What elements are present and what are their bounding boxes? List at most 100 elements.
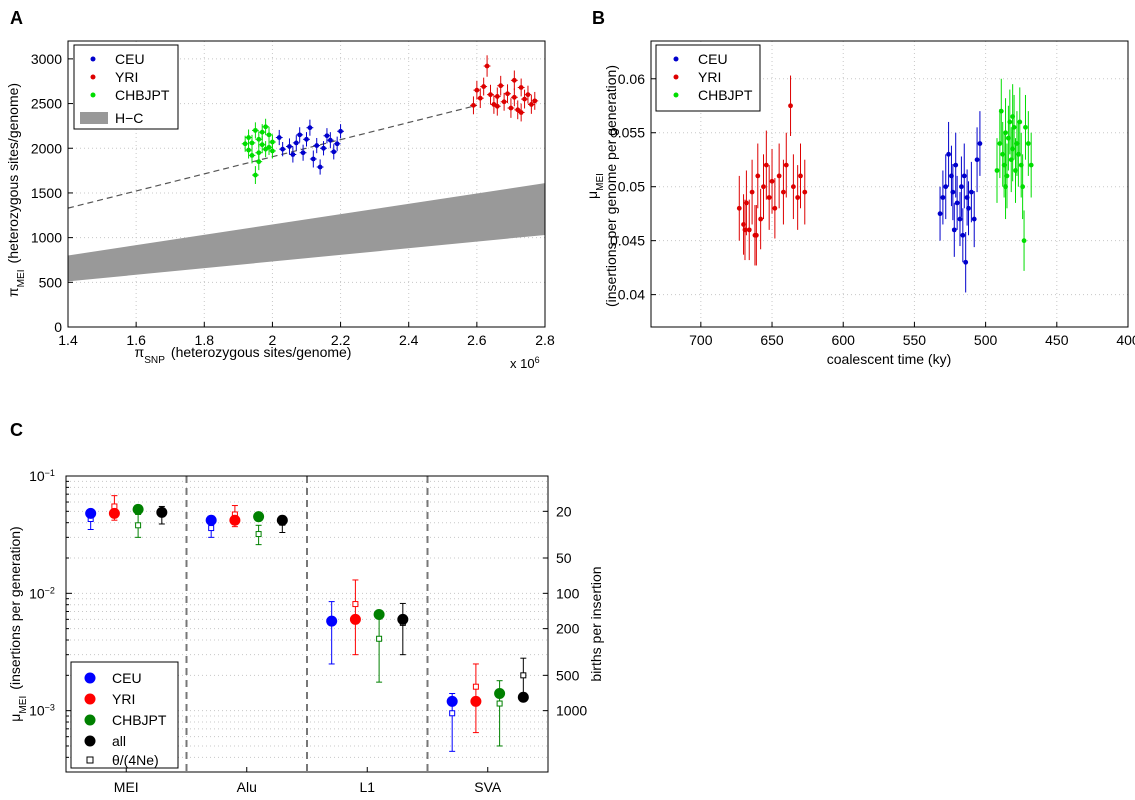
point-chbjpt bbox=[494, 688, 506, 700]
point-yri bbox=[518, 110, 524, 115]
legend-marker-a bbox=[90, 56, 96, 62]
legend-marker-b bbox=[673, 92, 679, 98]
point-ceu bbox=[971, 216, 977, 222]
x-multiplier-a: x 106 bbox=[510, 355, 540, 371]
point-yri bbox=[470, 695, 482, 707]
point-yri bbox=[532, 98, 538, 104]
legend-label-b: CEU bbox=[698, 51, 728, 67]
y-axis-label-b: μMEI bbox=[584, 173, 606, 199]
point-chbjpt bbox=[270, 139, 275, 145]
point-ceu bbox=[331, 149, 337, 155]
point-ceu bbox=[957, 216, 963, 222]
legend-marker-a bbox=[90, 74, 96, 80]
ytick-label-b: 0.04 bbox=[618, 287, 645, 303]
point-ceu bbox=[321, 145, 326, 151]
legend-marker-c bbox=[84, 672, 96, 684]
point-yri bbox=[508, 105, 514, 111]
point-yri bbox=[766, 195, 772, 200]
theta-square-chbjpt bbox=[255, 531, 262, 538]
xtick-label-b: 400 bbox=[1116, 332, 1135, 348]
legend-marker-c bbox=[84, 693, 96, 705]
legend-marker-a bbox=[90, 92, 96, 98]
legend-a: CEU YRI CHBJPT H−C bbox=[73, 44, 179, 130]
point-chbjpt bbox=[256, 136, 262, 142]
point-chbjpt bbox=[1017, 119, 1023, 125]
point-yri bbox=[505, 91, 510, 97]
theta-square-chbjpt bbox=[496, 700, 503, 707]
theta-square-yri bbox=[472, 683, 479, 690]
point-yri bbox=[229, 514, 241, 526]
panel-b-chart: 700 650 600 550 500 450 400 0.04 0.045 0.05 0.055 0… bbox=[584, 40, 1135, 367]
point-chbjpt bbox=[246, 147, 251, 153]
ytick-label-c: 10−2 bbox=[29, 585, 55, 601]
point-chbjpt bbox=[252, 127, 258, 133]
xtick-label-a: 1.6 bbox=[126, 332, 146, 348]
point-chbjpt bbox=[1025, 141, 1031, 146]
point-yri bbox=[525, 92, 531, 98]
theta-square-all bbox=[520, 672, 527, 679]
point-yri bbox=[511, 94, 517, 100]
legend-band-swatch bbox=[80, 112, 108, 124]
point-yri bbox=[783, 162, 789, 168]
point-ceu bbox=[446, 695, 458, 707]
point-chbjpt bbox=[270, 148, 275, 154]
point-chbjpt bbox=[373, 608, 385, 620]
point-ceu bbox=[946, 151, 951, 157]
legend-label-c: CEU bbox=[112, 670, 142, 686]
point-ceu bbox=[307, 125, 313, 131]
legend-label-b: YRI bbox=[698, 69, 721, 85]
legend-label-b: CHBJPT bbox=[698, 87, 753, 103]
point-chbjpt bbox=[263, 124, 269, 130]
point-chbjpt bbox=[266, 132, 272, 138]
point-ceu bbox=[943, 184, 949, 190]
point-ceu bbox=[940, 195, 946, 200]
point-ceu bbox=[974, 157, 980, 163]
ytick-label-c: 10−3 bbox=[29, 703, 55, 719]
point-yri bbox=[481, 84, 487, 89]
point-chbjpt bbox=[246, 135, 251, 140]
point-ceu bbox=[966, 205, 971, 211]
y2tick-label-c: 100 bbox=[556, 585, 580, 601]
point-yri bbox=[788, 103, 793, 109]
legend-label-a: YRI bbox=[115, 69, 138, 85]
legend-b: CEU YRI CHBJPT bbox=[655, 44, 761, 112]
point-ceu bbox=[326, 615, 338, 627]
ytick-label-b: 0.06 bbox=[618, 71, 645, 87]
point-ceu bbox=[961, 173, 967, 179]
point-yri bbox=[498, 83, 504, 89]
point-ceu bbox=[977, 141, 983, 146]
category-label: L1 bbox=[359, 779, 375, 795]
hc-band bbox=[68, 183, 545, 282]
point-yri bbox=[802, 189, 808, 195]
legend-marker-c bbox=[84, 714, 96, 726]
point-chbjpt bbox=[1010, 114, 1016, 119]
point-yri bbox=[749, 189, 755, 195]
theta-square-ceu bbox=[208, 525, 215, 532]
legend-label-a: H−C bbox=[115, 110, 143, 126]
point-yri bbox=[515, 107, 521, 113]
theta-square-ceu bbox=[449, 710, 456, 717]
point-ceu bbox=[334, 141, 340, 147]
axes-box-c bbox=[65, 475, 549, 773]
point-chbjpt bbox=[249, 153, 255, 158]
ytick-label-a: 1500 bbox=[31, 185, 62, 201]
legend-box-b bbox=[655, 44, 761, 112]
point-yri bbox=[528, 102, 534, 107]
xtick-label-a: 2.4 bbox=[399, 332, 419, 348]
theta-square-yri bbox=[352, 601, 359, 608]
point-ceu bbox=[937, 211, 943, 217]
legend-marker-b bbox=[673, 74, 679, 80]
legend-label-c: YRI bbox=[112, 691, 135, 707]
point-ceu bbox=[954, 200, 960, 206]
y-axis-label-a: πMEI(heterozygous sites/genome) bbox=[5, 83, 27, 297]
point-chbjpt bbox=[998, 108, 1004, 114]
point-yri bbox=[484, 63, 490, 69]
x-axis-label-a: πSNP (heterozygous sites/genome) bbox=[135, 344, 352, 366]
ytick-label-a: 0 bbox=[54, 319, 62, 335]
ytick-label-a: 2000 bbox=[31, 140, 62, 156]
point-yri bbox=[763, 162, 769, 168]
category-label: MEI bbox=[114, 779, 139, 795]
point-ceu bbox=[324, 133, 330, 139]
ytick-label-a: 500 bbox=[39, 274, 63, 290]
